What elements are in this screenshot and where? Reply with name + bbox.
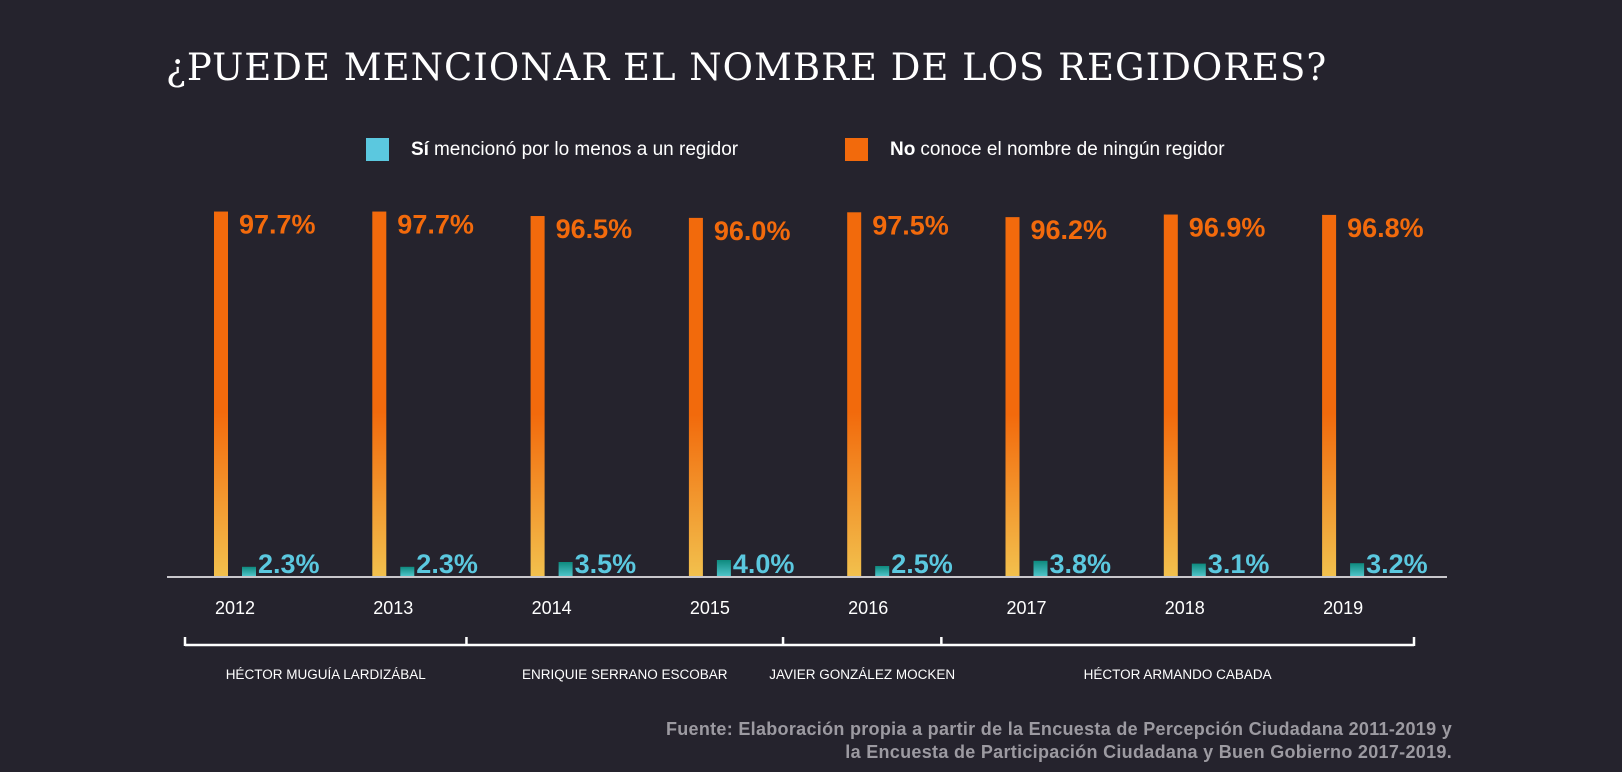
data-label-no-2016: 97.5% [872,210,949,240]
bar-si-2018 [1191,563,1206,576]
source-line-1: Fuente: Elaboración propia a partir de l… [665,719,1452,739]
data-label-si-2015: 4.0% [733,549,795,579]
legend-swatch-si [366,138,389,161]
bar-no-2014 [530,216,545,576]
source-note: Fuente: Elaboración propia a partir de l… [666,718,1452,764]
bar-no-2012 [214,211,228,577]
x-tick-label-2012: 2012 [215,598,255,618]
legend-item-no: No conoce el nombre de ningún regidor [845,138,1225,161]
bar-si-2014 [558,562,573,576]
x-tick-label-2013: 2013 [373,598,413,618]
legend: Sí mencionó por lo menos a un regidor No… [0,138,1622,168]
data-label-si-2013: 2.3% [416,549,478,579]
data-label-no-2015: 96.0% [714,216,791,246]
period-label-3: HÉCTOR ARMANDO CABADA [1084,667,1272,682]
bar-no-2015 [688,217,703,576]
data-label-no-2013: 97.7% [397,210,474,240]
data-label-no-2012: 97.7% [239,210,316,240]
period-label-0: HÉCTOR MUGUÍA LARDIZÁBAL [226,667,427,682]
bar-si-2017 [1033,560,1048,576]
period-label-1: ENRIQUIE SERRANO ESCOBAR [522,667,728,682]
data-label-no-2017: 96.2% [1031,215,1108,245]
x-tick-label-2014: 2014 [532,598,572,618]
data-label-si-2014: 3.5% [575,549,637,579]
x-tick-label-2019: 2019 [1323,598,1363,618]
bar-si-2013 [400,566,415,576]
data-label-si-2016: 2.5% [891,549,953,579]
x-tick-label-2015: 2015 [690,598,730,618]
data-label-si-2012: 2.3% [258,549,320,579]
data-label-no-2014: 96.5% [556,214,633,244]
data-label-si-2017: 3.8% [1050,549,1112,579]
data-label-si-2018: 3.1% [1208,549,1270,579]
bar-no-2016 [847,212,862,576]
data-label-no-2018: 96.9% [1189,213,1266,243]
x-tick-label-2017: 2017 [1006,598,1046,618]
chart-title: ¿PUEDE MENCIONAR EL NOMBRE DE LOS REGIDO… [166,46,1328,89]
bar-no-2017 [1005,217,1020,576]
bar-no-2019 [1322,214,1337,576]
data-label-no-2019: 96.8% [1347,213,1424,243]
period-label-2: JAVIER GONZÁLEZ MOCKEN [769,667,955,682]
bar-no-2018 [1163,214,1178,576]
legend-swatch-no [845,138,868,161]
x-tick-label-2018: 2018 [1165,598,1205,618]
bar-si-2012 [242,566,256,576]
data-label-si-2019: 3.2% [1366,549,1428,579]
legend-label-si: mencionó por lo menos a un regidor [433,138,739,160]
x-tick-label-2016: 2016 [848,598,888,618]
source-line-2: la Encuesta de Participación Ciudadana y… [845,742,1452,762]
bar-si-2016 [875,566,890,576]
bar-no-2013 [372,211,387,577]
legend-strong-no: No [890,138,916,160]
legend-strong-si: Sí [411,138,429,160]
bar-si-2019 [1350,563,1365,576]
legend-label-no: conoce el nombre de ningún regidor [920,138,1225,160]
bar-si-2015 [716,560,731,576]
legend-item-si: Sí mencionó por lo menos a un regidor [366,138,738,161]
